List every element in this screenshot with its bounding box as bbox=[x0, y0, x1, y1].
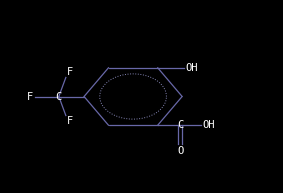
Text: F: F bbox=[67, 67, 74, 77]
Text: F: F bbox=[67, 116, 74, 126]
Text: O: O bbox=[177, 146, 183, 156]
Text: F: F bbox=[27, 91, 34, 102]
Text: C: C bbox=[177, 120, 183, 130]
Text: OH: OH bbox=[186, 63, 198, 73]
Text: C: C bbox=[56, 91, 62, 102]
Text: OH: OH bbox=[202, 120, 215, 130]
